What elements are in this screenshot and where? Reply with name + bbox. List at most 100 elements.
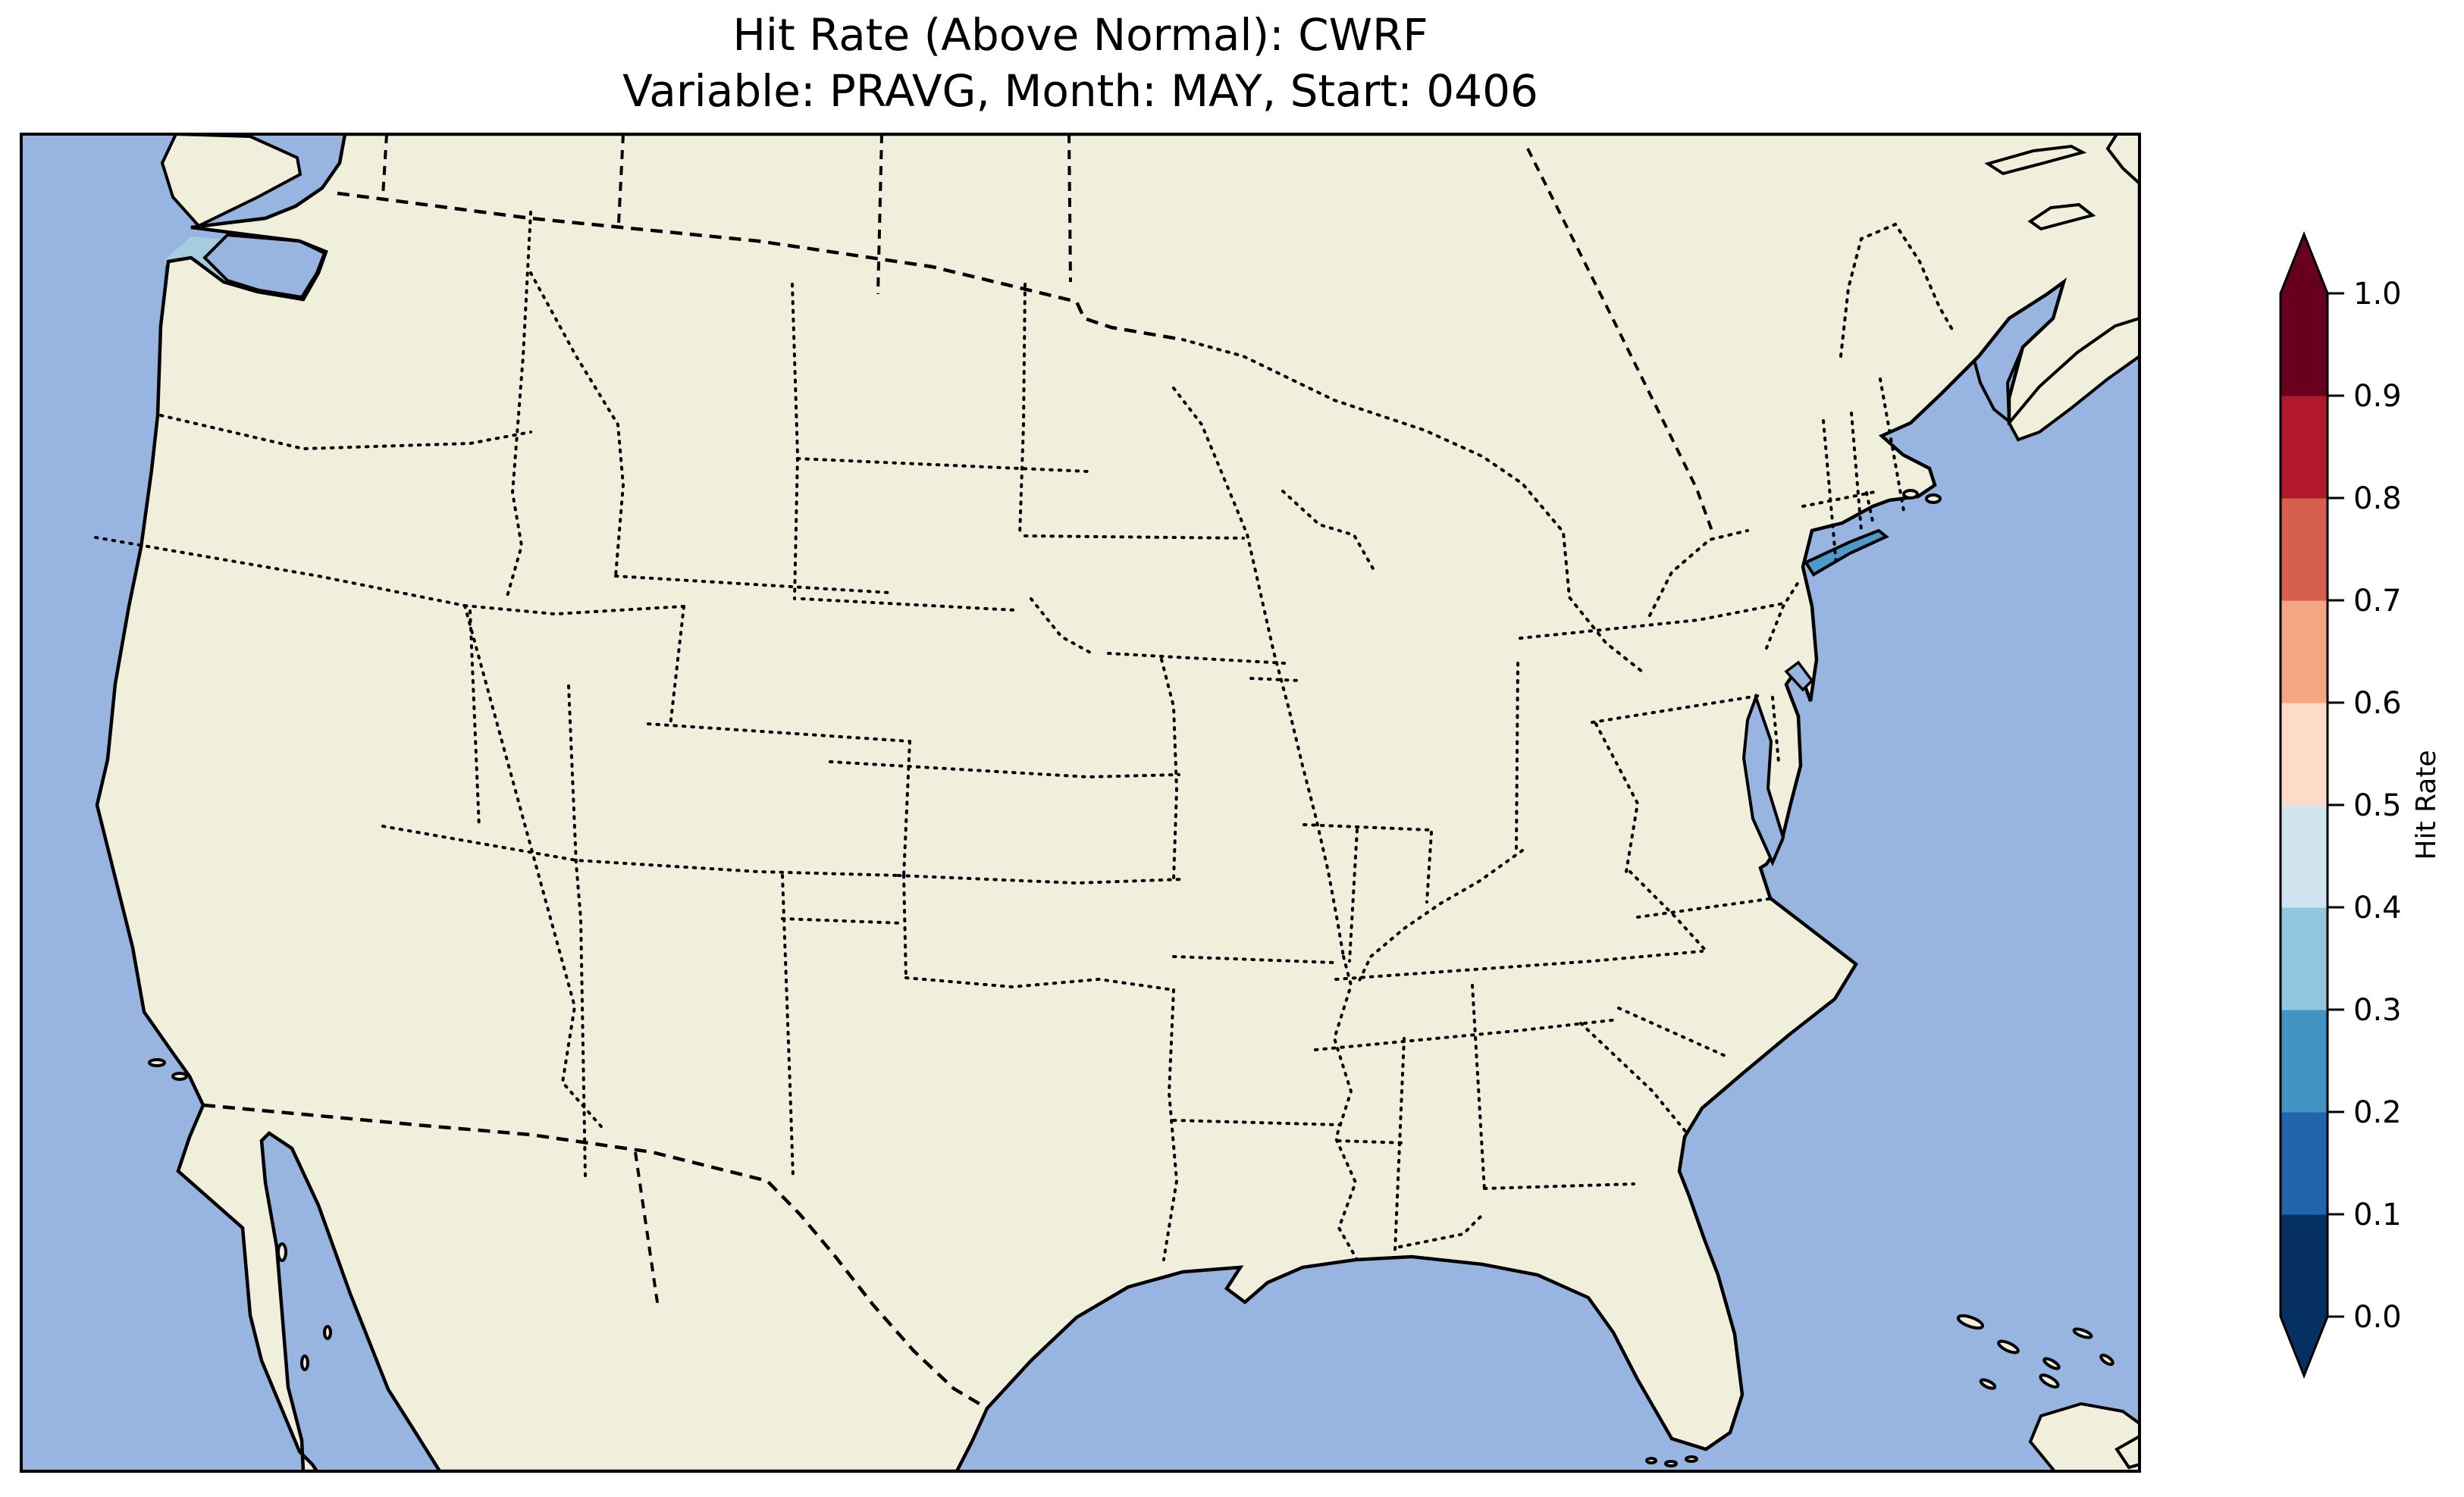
colorbar-tick-label: 0.4: [2353, 891, 2402, 925]
cuba: [2028, 1401, 2140, 1471]
state-border-line: [1281, 490, 1375, 572]
state-border-line: [469, 609, 481, 829]
channel-islands: [148, 1058, 188, 1081]
state-border-line: [1172, 387, 1345, 958]
state-border-line: [1636, 897, 1776, 919]
long-island: [1804, 528, 1889, 577]
state-border-line: [902, 740, 911, 877]
state-border-line: [1030, 597, 1093, 655]
state-border-line: [1822, 419, 1838, 566]
bahamas: [1956, 1314, 2114, 1390]
colorbar-tick-label: 0.3: [2353, 993, 2402, 1028]
vancouver-island: [160, 134, 303, 228]
colorbar-bin-8: [2281, 396, 2328, 499]
colorbar-bin-5: [2281, 703, 2328, 806]
border-through-lakes: [1181, 222, 1956, 673]
state-border-line: [529, 271, 625, 578]
national-borders: [202, 191, 1183, 1410]
state-border-line: [463, 604, 685, 616]
hispaniola-edge: [2114, 1434, 2140, 1470]
colorbar-tick-label: 0.6: [2353, 686, 2402, 721]
state-border-line: [1018, 283, 1027, 537]
state-border-line: [1303, 823, 1433, 831]
florida-keys: [1645, 1455, 1698, 1467]
state-border-line: [1471, 984, 1486, 1192]
colorbar: 1.0 0.9 0.8 0.7 0.6 0.5 0.4 0.3 0.2 0.1 0.0: [2279, 230, 2402, 1380]
state-border-line: [1617, 1007, 1730, 1059]
gulf-of-california-islands: [277, 1242, 332, 1371]
state-border-line: [505, 211, 532, 600]
state-border-line: [1515, 662, 1519, 852]
chesapeake-bay: [1741, 693, 1785, 867]
colorbar-tick-label: 0.2: [2353, 1095, 2402, 1130]
canada-province-borders: [381, 134, 1713, 1308]
state-border-line: [902, 874, 908, 979]
state-border-line: [1337, 1139, 1408, 1145]
state-border-line: [1771, 696, 1780, 763]
state-border-line: [1594, 722, 1640, 873]
colorbar-tick-label: 0.0: [2353, 1300, 2402, 1335]
state-border-line: [1765, 581, 1800, 650]
state-border-line: [1393, 1037, 1406, 1252]
colorbar-bin-7: [2281, 498, 2328, 601]
state-border-line: [1579, 1022, 1688, 1135]
prince-edward-island: [2027, 202, 2096, 231]
state-border-line: [1024, 534, 1245, 540]
islands: [148, 134, 2140, 1471]
state-border-line: [94, 536, 466, 607]
colorbar-tick-label: 0.8: [2353, 481, 2402, 516]
chart-subtitle: Variable: PRAVG, Month: MAY, Start: 0406: [622, 65, 1538, 117]
colorbar-bin-4: [2281, 805, 2328, 908]
state-border-line: [1162, 988, 1179, 1261]
colorbar-bin-9: [2281, 293, 2328, 396]
state-border-line: [1519, 601, 1789, 640]
state-border-line: [1356, 849, 1524, 987]
state-border-line: [1332, 955, 1359, 1261]
state-border-line: [1629, 870, 1706, 951]
state-border-line: [1172, 1119, 1342, 1126]
state-border-line: [781, 874, 795, 1178]
state-border-line: [1425, 831, 1433, 904]
state-border-line: [1172, 955, 1336, 964]
colorbar-tick-label: 1.0: [2353, 277, 2402, 312]
colorbar-under-arrow: [2281, 1317, 2328, 1376]
state-border-line: [1483, 1182, 1635, 1190]
state-border-line: [614, 575, 892, 594]
state-border-line: [1591, 694, 1764, 724]
colorbar-bin-6: [2281, 600, 2328, 703]
state-border-line: [1249, 677, 1303, 682]
colorbar-tick-label: 0.9: [2353, 379, 2402, 414]
us-mexico-border: [202, 1103, 989, 1410]
state-border-line: [1334, 950, 1704, 981]
state-border-line: [381, 825, 900, 877]
map-axes: [21, 134, 2140, 1471]
state-border-line: [781, 917, 905, 925]
state-border-line: [159, 414, 532, 451]
state-border-line: [829, 760, 1180, 779]
colorbar-tick-label: 0.7: [2353, 584, 2402, 619]
state-border-line: [669, 605, 685, 728]
state-border-line: [1107, 652, 1287, 665]
anticosti-island: [1984, 144, 2087, 176]
state-border-line: [1314, 1018, 1620, 1051]
state-border-line: [801, 597, 1017, 612]
state-borders: [94, 211, 1906, 1261]
map-frame: [20, 133, 2141, 1473]
colorbar-tick-label: 0.5: [2353, 788, 2402, 823]
state-border-line: [1850, 412, 1863, 532]
colorbar-tick-label: 0.1: [2353, 1198, 2402, 1232]
state-border-line: [1879, 377, 1906, 517]
us-canada-border: [337, 191, 1183, 342]
newfoundland-corner: [2105, 134, 2140, 186]
state-border-line: [647, 722, 911, 743]
state-border-line: [567, 684, 587, 1178]
colorbar-bin-0: [2281, 1214, 2328, 1317]
chart-title: Hit Rate (Above Normal): CWRF: [732, 9, 1428, 61]
colorbar-bin-2: [2281, 1010, 2328, 1113]
delaware-bay: [1784, 660, 1814, 692]
colorbar-axis-label: Hit Rate: [2411, 750, 2442, 860]
state-border-line: [1160, 658, 1179, 881]
nova-scotia: [2007, 316, 2140, 442]
colorbar-bin-1: [2281, 1112, 2328, 1215]
